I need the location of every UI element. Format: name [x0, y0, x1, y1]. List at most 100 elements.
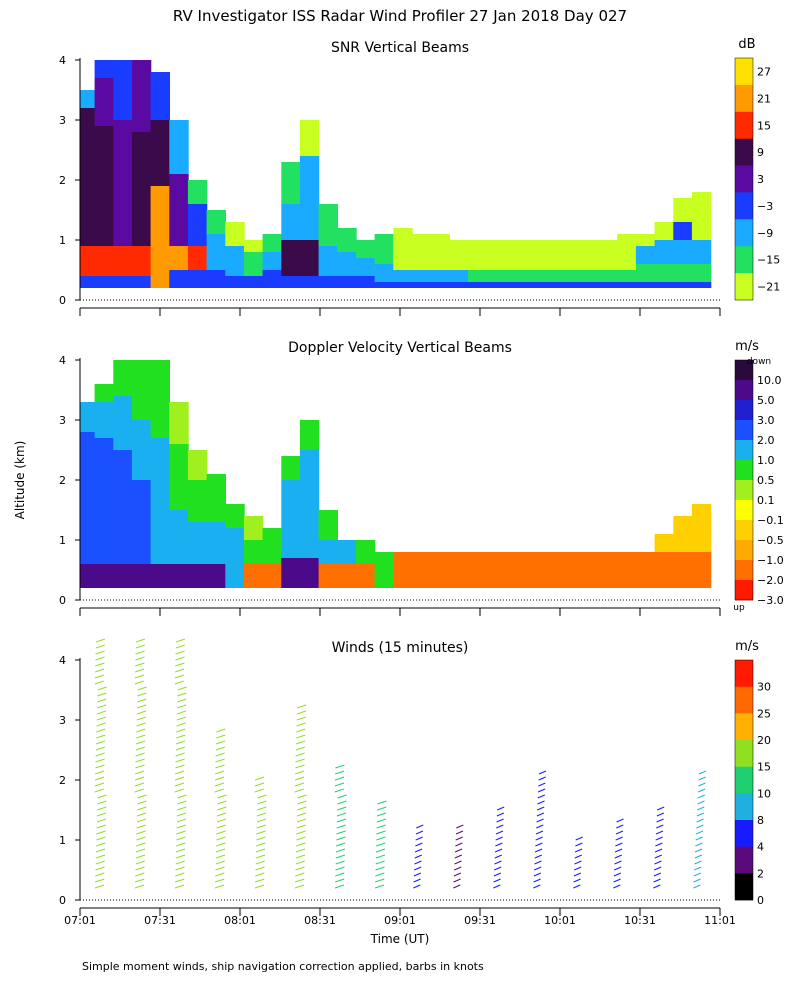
wind-barb	[96, 704, 107, 709]
y-tick-label: 4	[59, 654, 66, 667]
heatmap-cell	[150, 276, 170, 288]
wind-barb	[496, 818, 504, 823]
wind-barb	[215, 770, 225, 775]
heatmap-cell	[206, 474, 226, 522]
colorbar-swatch	[735, 360, 753, 381]
wind-barb	[416, 824, 424, 829]
heatmap-cell	[281, 456, 301, 480]
wind-barb	[214, 782, 225, 787]
wind-barb	[95, 644, 105, 649]
heatmap-cell	[113, 360, 133, 396]
colorbar-label: 3.0	[757, 414, 775, 427]
heatmap-cell	[281, 240, 301, 276]
wind-barb	[453, 878, 461, 883]
wind-profile	[214, 728, 227, 889]
wind-barb	[135, 758, 145, 763]
wind-barb	[137, 686, 147, 691]
heatmap-cell	[654, 240, 674, 264]
heatmap-cell	[467, 552, 488, 588]
colorbar-label: 10.0	[757, 374, 782, 387]
heatmap-cell	[654, 264, 674, 282]
wind-barb	[256, 812, 267, 817]
heatmap-cell	[355, 240, 376, 258]
wind-barb	[95, 758, 105, 763]
wind-barb	[453, 884, 461, 889]
wind-barb	[175, 848, 186, 853]
wind-barb	[176, 710, 187, 715]
wind-barb	[294, 782, 305, 787]
heatmap-cell	[393, 282, 413, 288]
colorbar: 10.0 5.0 3.0 2.0 1.0 0.5 0.1 −0.1 −0.5 −1.0 −2.0 −3…	[733, 339, 783, 613]
wind-barb	[454, 860, 462, 865]
heatmap-cell	[691, 264, 712, 282]
heatmap-cell	[113, 120, 133, 246]
colorbar-swatch	[735, 793, 753, 821]
heatmap-cell	[337, 564, 357, 588]
x-tick-label: 10:01	[544, 914, 576, 927]
wind-barb	[96, 830, 106, 835]
wind-barb	[135, 644, 145, 649]
wind-barb	[295, 878, 305, 883]
wind-barb	[176, 818, 187, 823]
wind-barb	[215, 740, 226, 745]
wind-barb	[693, 872, 702, 877]
wind-barb	[693, 884, 701, 889]
heatmap-cell	[94, 564, 114, 588]
heatmap-cell	[150, 186, 170, 276]
wind-barb	[175, 866, 185, 871]
wind-barb	[414, 866, 422, 871]
heatmap-cell	[131, 360, 152, 420]
heatmap-cell	[206, 234, 226, 270]
heatmap-cell	[299, 558, 320, 588]
wind-barb	[95, 746, 106, 751]
wind-barb	[614, 848, 623, 853]
x-tick-label: 09:01	[384, 914, 416, 927]
heatmap-cell	[80, 402, 100, 432]
colorbar-label: 0.1	[757, 494, 775, 507]
wind-barb	[336, 830, 346, 835]
heatmap-cell	[673, 552, 693, 588]
colorbar-label: 20	[757, 734, 771, 747]
heatmap-cell	[94, 402, 114, 438]
wind-barb	[175, 770, 185, 775]
plot-area	[80, 360, 712, 588]
wind-barb	[94, 776, 105, 781]
wind-barb	[295, 860, 305, 865]
colorbar-swatch	[735, 686, 753, 714]
wind-barb	[454, 848, 463, 853]
wind-barb	[257, 794, 267, 799]
wind-barb	[94, 782, 105, 787]
heatmap-cell	[262, 270, 282, 288]
heatmap-cell	[150, 360, 170, 438]
wind-barb	[256, 836, 266, 841]
wind-barb	[534, 854, 542, 859]
wind-barb	[694, 854, 702, 859]
wind-barb	[654, 866, 662, 871]
wind-barb	[215, 872, 225, 877]
wind-barb	[653, 872, 662, 877]
wind-barb	[175, 656, 185, 661]
wind-barb	[694, 860, 702, 865]
wind-barb	[295, 872, 305, 877]
panel-1: SNR Vertical Beams 0 1 2 3 4 27 21 15 9 3 −3 −9 −15 −2…	[59, 37, 780, 316]
wind-barb	[374, 884, 385, 889]
colorbar-swatch	[735, 820, 753, 847]
wind-barb	[135, 866, 145, 871]
heatmap-cell	[486, 270, 506, 282]
wind-barb	[95, 878, 105, 883]
wind-barb	[573, 884, 581, 889]
colorbar-label: 3	[757, 173, 764, 186]
wind-barb	[335, 860, 345, 865]
heatmap-cell	[411, 552, 432, 588]
wind-profile	[254, 776, 267, 889]
wind-barb	[135, 770, 145, 775]
wind-barb	[375, 854, 386, 859]
wind-profile	[693, 770, 707, 889]
wind-barb	[535, 830, 544, 835]
colorbar-label: 0.5	[757, 474, 775, 487]
wind-barb	[297, 794, 307, 799]
y-tick-label: 0	[59, 594, 66, 607]
wind-barb	[698, 770, 707, 775]
wind-barb	[496, 812, 505, 817]
wind-barb	[573, 878, 581, 883]
